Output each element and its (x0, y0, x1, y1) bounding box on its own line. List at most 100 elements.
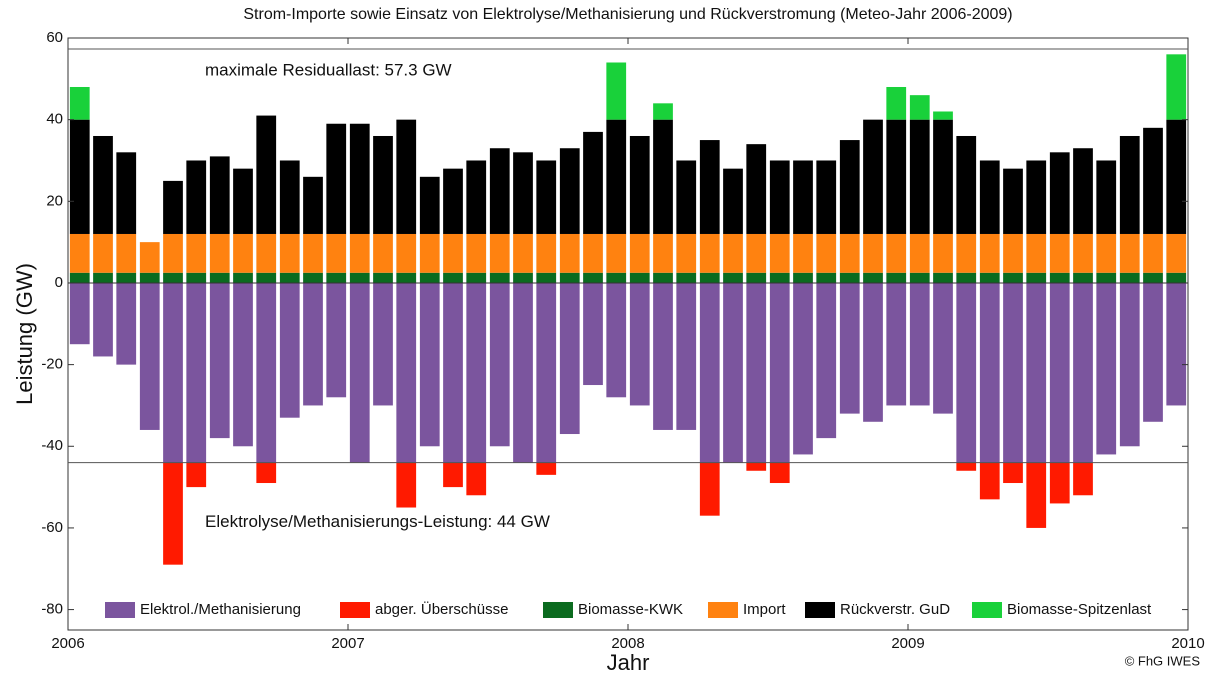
bar-segment (723, 272, 743, 283)
bar-segment (69, 233, 90, 273)
bar-segment (933, 272, 953, 283)
bar-segment (653, 233, 673, 273)
bar-segment (209, 282, 230, 439)
bar-segment (1026, 282, 1047, 463)
legend-label: abger. Überschüsse (375, 600, 508, 618)
bar-segment (979, 462, 1000, 500)
bar-segment (606, 233, 627, 273)
bar-segment (256, 233, 277, 273)
bar-segment (349, 272, 370, 283)
bar-segment (956, 233, 977, 273)
bar-segment (1049, 462, 1070, 504)
bar-segment (723, 168, 743, 234)
bar-segment (443, 233, 463, 273)
bar-segment (629, 233, 650, 273)
bar-segment (279, 233, 300, 273)
bar-segment (1073, 272, 1093, 283)
bar-segment (629, 272, 650, 283)
bar-segment (443, 282, 463, 463)
bar-segment (349, 123, 370, 234)
bar-segment (653, 272, 673, 283)
legend-swatch (972, 602, 1002, 618)
bar-segment (1003, 272, 1023, 283)
bar-segment (489, 148, 510, 234)
bar-segment (466, 233, 487, 273)
legend-label: Biomasse-KWK (578, 601, 683, 618)
bar-segment (93, 135, 113, 234)
bar-segment (93, 272, 113, 283)
bar-segment (396, 233, 417, 273)
bar-segment (793, 272, 813, 283)
bar-segment (1049, 282, 1070, 463)
bar-segment (653, 119, 673, 234)
bar-segment (909, 233, 930, 273)
bar-segment (536, 282, 557, 463)
bar-segment (69, 86, 90, 120)
bar-segment (349, 233, 370, 273)
bar-segment (256, 115, 277, 234)
bar-segment (186, 160, 207, 234)
bar-segment (466, 272, 487, 283)
bar-segment (419, 176, 440, 234)
bar-segment (373, 272, 393, 283)
bar-segment (209, 156, 230, 234)
bar-segment (513, 272, 533, 283)
bar-segment (1073, 462, 1093, 496)
bar-segment (513, 233, 533, 273)
bar-segment (653, 103, 673, 120)
x-tick-label: 2009 (891, 635, 924, 652)
bar-segment (256, 282, 277, 463)
bar-segment (536, 272, 557, 283)
bar-segment (676, 233, 697, 273)
bar-segment (139, 242, 160, 273)
bar-segment (373, 233, 393, 273)
bar-segment (209, 272, 230, 283)
bar-segment (886, 282, 907, 406)
bar-segment (186, 233, 207, 273)
bar-segment (139, 272, 160, 283)
bar-segment (396, 282, 417, 463)
y-tick-label: 20 (46, 192, 63, 209)
bar-segment (373, 135, 393, 234)
bar-segment (443, 168, 463, 234)
bar-segment (769, 462, 790, 484)
annotation: maximale Residuallast: 57.3 GW (205, 61, 452, 80)
bar-segment (606, 272, 627, 283)
bar-segment (933, 119, 953, 234)
bar-segment (1096, 272, 1117, 283)
bar-segment (723, 233, 743, 273)
bar-segment (163, 180, 183, 234)
bar-segment (629, 135, 650, 234)
bar-segment (559, 272, 580, 283)
bar-segment (1003, 168, 1023, 234)
bar-segment (443, 462, 463, 488)
bar-segment (93, 233, 113, 273)
legend-label: Elektrol./Methanisierung (140, 601, 301, 618)
bar-segment (839, 272, 860, 283)
bar-segment (1166, 54, 1187, 120)
bar-segment (1166, 119, 1187, 234)
bar-segment (163, 233, 183, 273)
bar-segment (396, 272, 417, 283)
bar-segment (816, 160, 837, 234)
bar-segment (536, 462, 557, 475)
bar-segment (886, 272, 907, 283)
bar-segment (303, 176, 323, 234)
bar-segment (396, 462, 417, 508)
bar-segment (116, 282, 137, 365)
bar-segment (699, 272, 720, 283)
bar-segment (746, 462, 767, 471)
bar-segment (1119, 233, 1140, 273)
bar-segment (396, 119, 417, 234)
bar-segment (653, 282, 673, 430)
bar-segment (1096, 160, 1117, 234)
bar-segment (536, 233, 557, 273)
bar-segment (606, 119, 627, 234)
bar-segment (1166, 282, 1187, 406)
bar-segment (746, 144, 767, 234)
bar-segment (1143, 127, 1163, 234)
legend-label: Import (743, 601, 786, 618)
bar-segment (956, 135, 977, 234)
bar-segment (69, 272, 90, 283)
bar-segment (863, 272, 883, 283)
